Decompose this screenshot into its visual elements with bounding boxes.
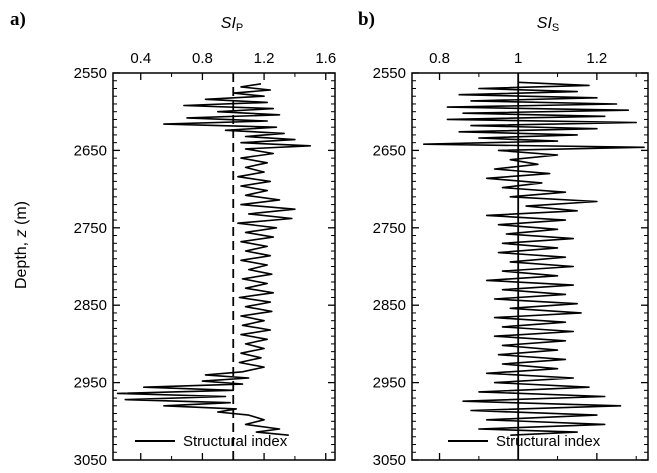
panel-b-x-tick-label: 1: [514, 50, 522, 67]
panel-a-ticks: 2550 2650 2750 2850 2950 3050 0.4 0.8 1.2 1.6: [74, 50, 337, 469]
panel-b-letter: b): [358, 9, 375, 30]
panel-a-x-axis-title-sub: P: [236, 22, 243, 34]
panel-b-plot-marks: [422, 73, 645, 460]
panel-b-y-tick-label: 3050: [373, 452, 406, 469]
panel-b-x-axis-title: SIS: [537, 15, 559, 34]
panel-a-y-tick-label: 3050: [74, 452, 107, 469]
panel-a-y-tick-label: 2950: [74, 375, 107, 392]
panel-b-y-tick-label: 2550: [373, 65, 406, 82]
panel-b-series-line: [422, 81, 645, 436]
panel-b-y-tick-label: 2950: [373, 375, 406, 392]
panel-a-series-line: [116, 83, 312, 436]
panel-b-y-tick-label: 2750: [373, 220, 406, 237]
panel-b-y-tick-label: 2650: [373, 142, 406, 159]
panel-a-y-tick-label: 2750: [74, 220, 107, 237]
panel-b-x-axis-title-main: SI: [537, 15, 553, 32]
panel-a-plot-marks: [116, 73, 312, 460]
panel-b-y-tick-label: 2850: [373, 297, 406, 314]
panel-a-plot-frame: [112, 72, 336, 461]
panel-a-y-tick-label: 2550: [74, 65, 107, 82]
panel-a-x-tick-label: 1.2: [254, 50, 275, 67]
panel-a-y-tick-label: 2650: [74, 142, 107, 159]
panel-a-x-axis-title: SIP: [221, 15, 243, 34]
panel-b-legend: Structural index: [448, 433, 601, 450]
panel-a-y-tick-label: 2850: [74, 297, 107, 314]
panel-b-x-tick-label: 1.2: [586, 50, 607, 67]
panel-a-x-tick-label: 0.4: [130, 50, 151, 67]
panel-a-x-axis-title-main: SI: [221, 15, 237, 32]
panel-a-legend: Structural index: [135, 433, 288, 450]
panel-a-x-tick-label: 1.6: [315, 50, 336, 67]
panel-a-legend-label: Structural index: [183, 433, 288, 450]
panel-a-x-tick-label: 0.8: [192, 50, 213, 67]
panel-b-legend-label: Structural index: [496, 433, 601, 450]
panel-b-plot-frame: [411, 72, 649, 461]
y-axis-title: Depth, z (m): [13, 201, 30, 289]
panel-b: b) SIS 2550 2650 2750 2850 2950 3050 0.8 1 1.2 S…: [358, 9, 649, 469]
panel-b-x-axis-title-sub: S: [552, 22, 559, 34]
panel-a: a) SIP Depth, z (m) 2550 2650 2750 2850 2950…: [10, 9, 336, 469]
panel-b-x-tick-label: 0.8: [429, 50, 450, 67]
panel-a-letter: a): [10, 9, 26, 30]
